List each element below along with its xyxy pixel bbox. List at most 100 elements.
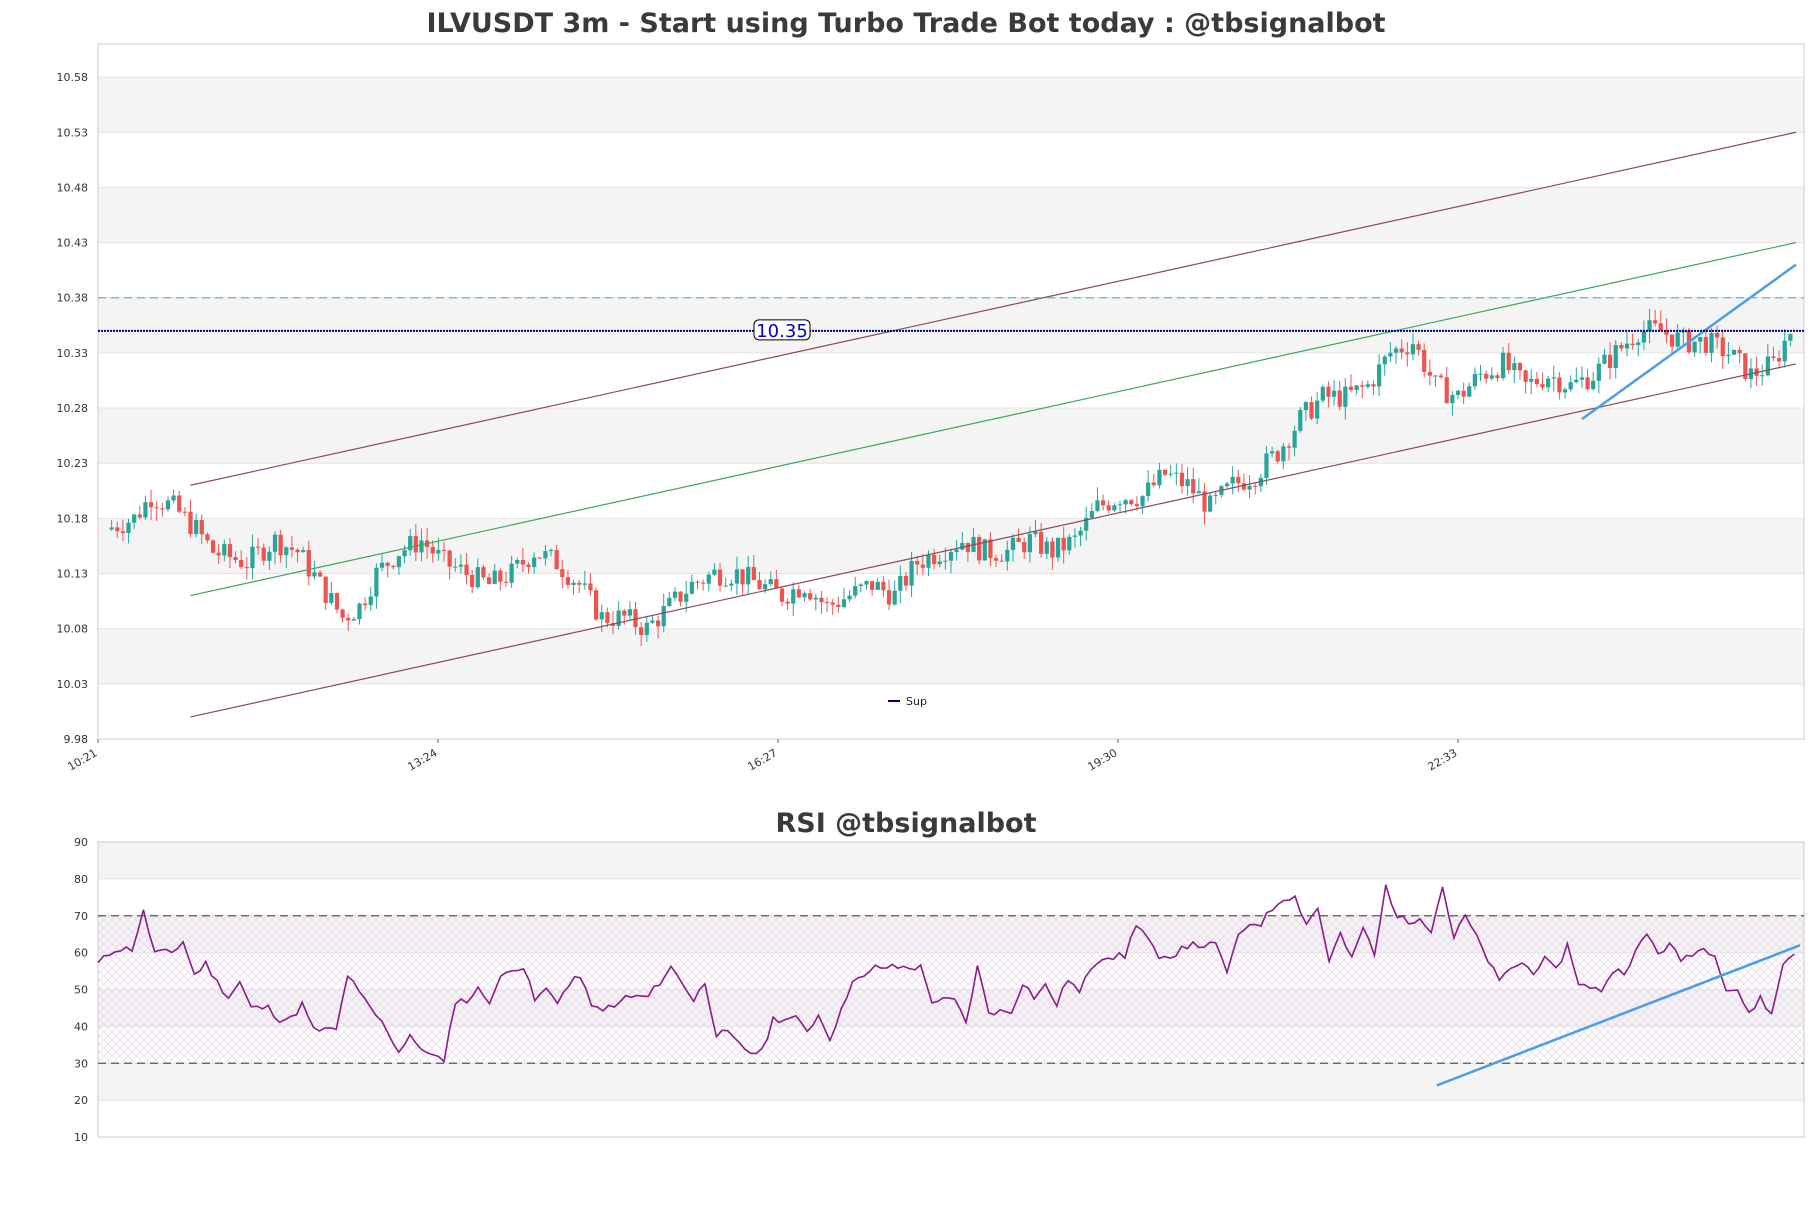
candle: [847, 590, 852, 603]
candle: [1281, 442, 1286, 470]
candle-body: [1709, 332, 1714, 353]
y-tick-label: 10.48: [57, 181, 89, 194]
candle: [672, 587, 678, 602]
candle: [1236, 469, 1241, 493]
candle: [1698, 336, 1703, 354]
rsi-series: [97, 884, 1801, 1087]
candle-body: [1230, 476, 1235, 484]
candle-body: [1320, 386, 1325, 401]
candle-body: [824, 602, 830, 604]
candle-body: [402, 550, 407, 557]
support-value-box: [753, 319, 811, 341]
candle-body: [977, 536, 982, 561]
candle-body: [757, 580, 762, 590]
candle-body: [1636, 342, 1641, 346]
candle: [1540, 372, 1545, 391]
candle-body: [1427, 371, 1432, 376]
candle-body: [515, 559, 520, 564]
candle: [1416, 340, 1421, 356]
candle: [323, 576, 328, 611]
candle-body: [1771, 356, 1776, 359]
candle: [289, 535, 295, 558]
candle-body: [1455, 390, 1461, 395]
candle-body: [109, 527, 114, 530]
candle-body: [194, 520, 199, 535]
candle: [667, 591, 672, 608]
candle: [278, 529, 283, 563]
candle-body: [1546, 378, 1551, 388]
candle-body: [1382, 356, 1387, 365]
candle-body: [1647, 320, 1652, 332]
candle-body: [779, 588, 785, 602]
candle-body: [1568, 382, 1573, 390]
candle: [210, 539, 216, 554]
candle-body: [1613, 345, 1618, 369]
candle: [1168, 465, 1173, 478]
candle-body: [1760, 375, 1765, 377]
candle: [464, 553, 469, 585]
candle: [1551, 365, 1556, 392]
candle-body: [1765, 356, 1770, 376]
candle: [1410, 333, 1416, 360]
candle-body: [1134, 504, 1140, 507]
candle: [582, 570, 587, 590]
candle-body: [1365, 384, 1370, 387]
candle-body: [1607, 354, 1613, 369]
candle: [1320, 384, 1325, 404]
candle: [881, 575, 886, 598]
candle-body: [723, 585, 728, 587]
candle-body: [1484, 373, 1489, 379]
candle-body: [1534, 378, 1539, 385]
candle: [1055, 537, 1061, 562]
candle: [1579, 366, 1585, 388]
candle: [1726, 342, 1731, 364]
candle-body: [363, 603, 368, 606]
candle: [1213, 491, 1218, 505]
candle: [363, 597, 368, 611]
candle-body: [1726, 354, 1731, 357]
candle: [408, 529, 413, 556]
candle-body: [1112, 505, 1117, 511]
candle: [379, 554, 385, 572]
candle-body: [948, 552, 954, 561]
candle-body: [920, 564, 925, 568]
candle: [1393, 346, 1399, 364]
candle-body: [436, 550, 441, 554]
price-plot-frame: [97, 43, 1805, 740]
candle: [1348, 374, 1354, 393]
candle-body: [554, 550, 559, 570]
candle-body: [1185, 479, 1190, 487]
candle: [948, 548, 954, 574]
candle: [441, 541, 447, 562]
rsi-y-tick-label: 60: [74, 947, 88, 960]
candle: [481, 564, 486, 581]
candle: [148, 489, 154, 521]
candle-body: [650, 620, 655, 623]
candle: [999, 554, 1004, 562]
candle: [819, 590, 824, 614]
candle: [1033, 519, 1038, 538]
candle-body: [1506, 352, 1511, 371]
candle-body: [1337, 390, 1342, 407]
candle-body: [1123, 500, 1128, 505]
candle-body: [1061, 537, 1066, 551]
rsi-y-tick-label: 70: [74, 910, 88, 923]
candle: [1371, 380, 1376, 395]
candle-body: [205, 534, 210, 541]
candle-body: [1472, 373, 1478, 387]
candle-body: [875, 581, 880, 590]
candle-body: [571, 582, 576, 585]
candle-body: [340, 609, 345, 618]
candle-body: [1743, 353, 1748, 380]
candle: [836, 596, 841, 613]
candle-body: [132, 514, 137, 523]
candle-body: [1737, 349, 1742, 354]
candle: [368, 586, 373, 612]
candle-body: [960, 542, 965, 550]
candle: [1315, 392, 1320, 425]
candle-body: [644, 622, 649, 636]
candle-body: [1602, 354, 1607, 364]
candle-body: [548, 550, 554, 552]
candle-body: [1467, 386, 1472, 397]
horizontal-levels: 10.35: [98, 297, 1804, 342]
